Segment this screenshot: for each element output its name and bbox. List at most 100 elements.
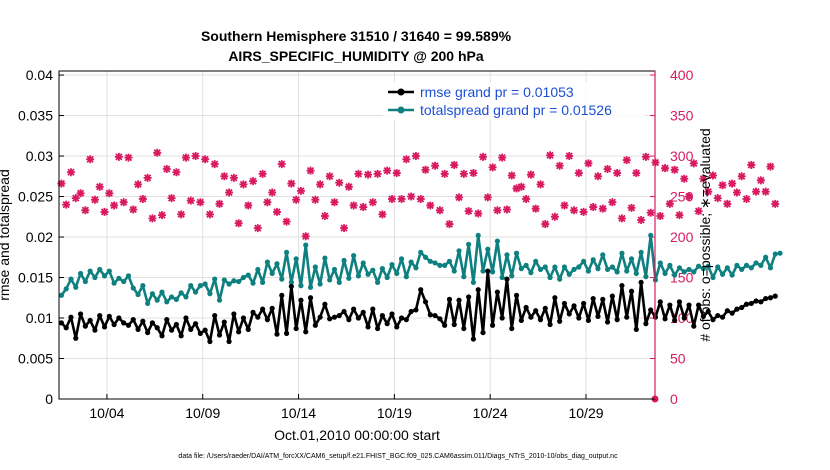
obs-possible-point: [552, 214, 558, 220]
series-point: [734, 306, 740, 312]
obs-possible-point: [116, 154, 122, 160]
obs-count-point: [469, 169, 478, 178]
series-obs-count: [57, 148, 780, 403]
series-point: [719, 314, 726, 320]
obs-possible-point: [494, 207, 500, 213]
obs-possible-point: [403, 156, 409, 162]
obs-count-point: [459, 169, 468, 178]
obs-possible-point: [221, 173, 227, 179]
obs-possible-point: [212, 161, 218, 167]
obs-count-point: [522, 194, 531, 203]
obs-possible-point: [399, 196, 405, 202]
obs-possible-point: [135, 181, 141, 187]
series-point: [743, 301, 750, 307]
obs-count-point: [723, 199, 732, 208]
series-point: [470, 336, 477, 342]
series-point: [212, 312, 218, 319]
obs-count-point: [699, 174, 708, 183]
x-tick-label: 10/09: [185, 405, 220, 421]
obs-count-point: [172, 168, 181, 177]
series-point: [221, 319, 227, 325]
series-point: [657, 260, 663, 266]
obs-possible-point: [614, 170, 620, 176]
obs-possible-point: [600, 206, 606, 212]
series-point: [260, 306, 266, 312]
series-point: [461, 325, 467, 332]
obs-count-point: [397, 194, 406, 203]
y2-tick-label: 400: [670, 67, 694, 83]
obs-possible-point: [92, 197, 98, 203]
series-point: [590, 295, 596, 302]
obs-count-point: [641, 152, 650, 161]
series-point: [643, 274, 649, 280]
obs-possible-point: [672, 167, 678, 173]
obs-count-point: [215, 199, 224, 208]
series-point: [628, 288, 635, 294]
obs-possible-point: [605, 166, 611, 172]
series-point: [164, 299, 170, 305]
series-point: [389, 311, 395, 317]
obs-count-point: [435, 206, 444, 215]
obs-possible-point: [753, 189, 759, 195]
obs-count-point: [143, 173, 152, 182]
obs-count-point: [316, 180, 325, 189]
series-point: [236, 329, 242, 335]
obs-count-point: [134, 180, 143, 189]
obs-possible-point: [78, 190, 84, 196]
series-point: [231, 311, 237, 317]
obs-possible-point: [154, 150, 160, 156]
obs-count-point: [555, 161, 564, 170]
series-point: [111, 321, 117, 328]
series-point: [226, 281, 232, 287]
obs-possible-point: [696, 208, 702, 214]
obs-count-point: [426, 201, 435, 210]
obs-possible-point: [466, 208, 472, 214]
series-point: [604, 319, 611, 325]
footer-data-file: data file: /Users/raeder/DAI/ATM_forcXX/…: [178, 453, 618, 460]
obs-possible-point: [509, 172, 515, 178]
obs-possible-point: [365, 172, 371, 178]
series-point: [68, 276, 74, 282]
plot-area: [59, 71, 655, 399]
y-tick-label: 0: [45, 391, 53, 407]
obs-possible-point: [97, 184, 103, 190]
obs-count-point: [167, 194, 176, 203]
series-point: [499, 315, 505, 321]
series-point: [101, 273, 108, 279]
obs-count-point: [761, 187, 770, 196]
obs-count-point: [440, 169, 449, 178]
series-point: [183, 315, 189, 321]
obs-count-point: [747, 160, 756, 169]
obs-count-point: [560, 201, 569, 210]
series-point: [456, 248, 462, 254]
series-point: [360, 309, 366, 315]
series-point: [451, 321, 457, 328]
obs-possible-point: [643, 154, 649, 160]
obs-count-point: [579, 207, 588, 216]
series-point: [427, 258, 433, 264]
series-point: [77, 311, 84, 317]
obs-possible-point: [384, 168, 390, 174]
y-tick-label: 0.02: [26, 229, 53, 245]
series-point: [149, 320, 156, 326]
legend-rmse-marker: [397, 88, 405, 96]
series-point: [542, 305, 548, 311]
series-point: [772, 293, 778, 299]
y-tick-label: 0.035: [18, 108, 53, 124]
series-point: [729, 272, 735, 278]
series-point: [695, 263, 702, 269]
series-point: [705, 308, 711, 315]
obs-possible-point: [744, 196, 750, 202]
x-tick-label: 10/19: [377, 405, 412, 421]
obs-possible-point: [375, 171, 381, 177]
series-point: [633, 270, 639, 277]
obs-count-point: [756, 176, 765, 185]
obs-count-point: [100, 207, 109, 216]
obs-possible-point: [571, 207, 577, 213]
series-point: [777, 250, 783, 256]
series-point: [341, 308, 347, 315]
y2-tick-label: 300: [670, 148, 694, 164]
obs-count-point: [392, 169, 401, 178]
series-point: [528, 270, 534, 276]
obs-count-point: [301, 232, 310, 241]
